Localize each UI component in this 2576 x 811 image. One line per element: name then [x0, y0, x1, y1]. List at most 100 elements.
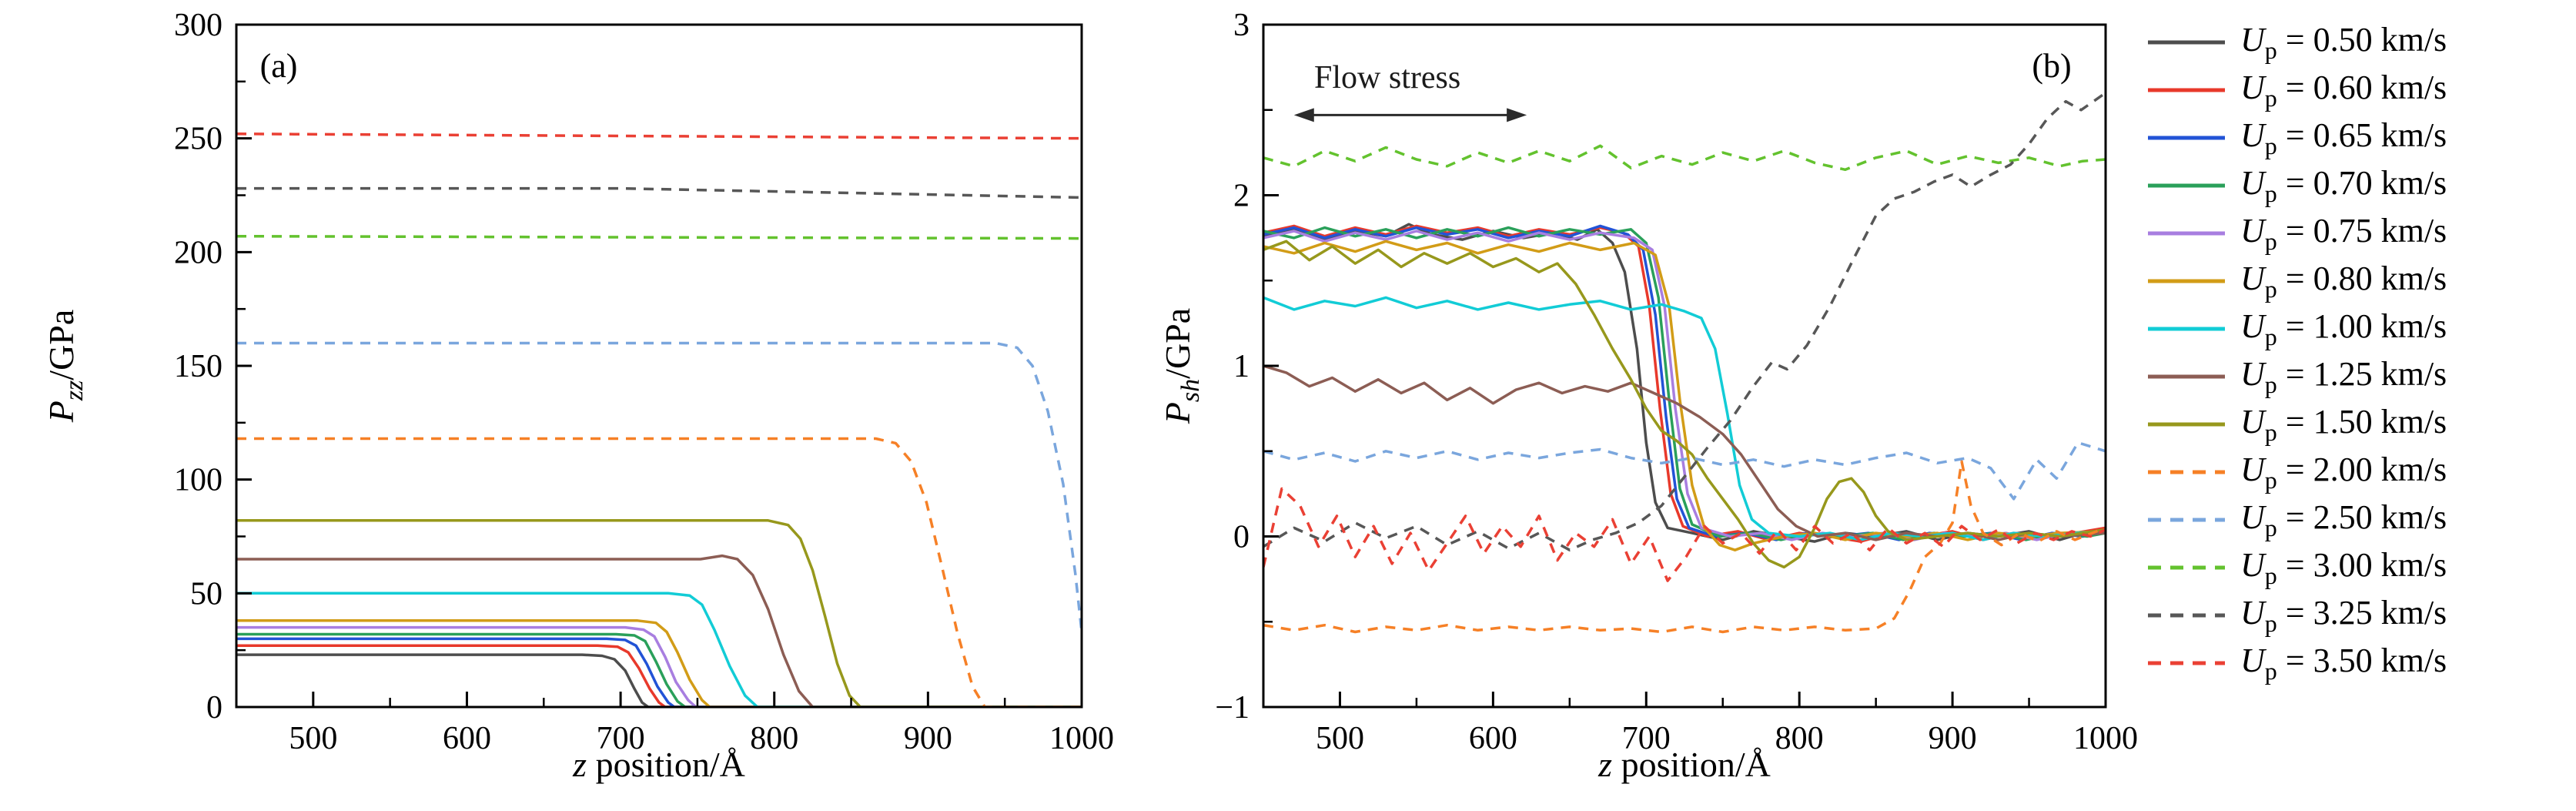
series-line-u-p-3.50-km-s	[1263, 487, 2106, 582]
legend-label: Up = 1.25 km/s	[2240, 355, 2447, 398]
series-line-u-p-1.00-km-s	[236, 591, 1082, 707]
series-line-u-p-3.25-km-s	[1263, 92, 2106, 551]
legend-label: Up = 3.00 km/s	[2240, 546, 2447, 589]
legend-label: Up = 0.70 km/s	[2240, 164, 2447, 207]
flow-stress-arrowhead-left	[1293, 108, 1314, 122]
legend-line-sample	[2148, 40, 2225, 45]
legend-item-2: Up = 0.65 km/s	[2146, 114, 2576, 162]
legend-label: Up = 0.75 km/s	[2240, 212, 2447, 255]
axes-frame	[1262, 23, 2107, 709]
y-tick-label: 250	[174, 122, 222, 157]
x-tick-label: 700	[597, 721, 645, 756]
series-group	[1263, 92, 2106, 634]
legend-label: Up = 0.65 km/s	[2240, 116, 2447, 159]
y-tick-label: 300	[174, 8, 222, 43]
legend-label: Up = 1.00 km/s	[2240, 307, 2447, 350]
legend-label: Up = 0.60 km/s	[2240, 69, 2447, 112]
panel-a-label: (a)	[260, 47, 298, 85]
series-line-u-p-1.50-km-s	[1263, 240, 2106, 569]
series-line-u-p-0.80-km-s	[236, 619, 1082, 707]
series-line-u-p-1.50-km-s	[236, 519, 1082, 707]
y-tick-label: 0	[206, 690, 222, 726]
legend-line-sample	[2148, 422, 2225, 427]
plot-a: Pzz/GPa z position/Å (a) 500 600 700 800 900…	[42, 8, 1114, 784]
x-tick-label: 600	[443, 721, 491, 756]
series-line-u-p-2.50-km-s	[236, 341, 1082, 632]
series-line-u-p-1.25-km-s	[1263, 364, 2106, 541]
x-tick-label: 800	[1775, 721, 1824, 756]
series-line-u-p-3.50-km-s	[236, 132, 1082, 140]
y-tick-label: −1	[1215, 690, 1250, 726]
legend-label: Up = 0.80 km/s	[2240, 260, 2447, 303]
plot-a-x-axis-title: z position/Å	[572, 745, 745, 784]
series-line-u-p-2.50-km-s	[1263, 441, 2106, 501]
legend-line-sample	[2148, 231, 2225, 236]
legend-item-3: Up = 0.70 km/s	[2146, 162, 2576, 209]
y-tick-label: 150	[174, 349, 222, 384]
y-tick-label: 3	[1233, 8, 1250, 43]
legend-item-9: Up = 2.00 km/s	[2146, 448, 2576, 496]
x-tick-label: 500	[1316, 721, 1364, 756]
series-line-u-p-1.00-km-s	[1263, 296, 2106, 541]
y-tick-label: 0	[1233, 520, 1250, 555]
axes-frame	[235, 23, 1083, 709]
plot-a-y-axis-title: Pzz/GPa	[42, 310, 89, 424]
x-tick-label: 800	[750, 721, 798, 756]
panel-b-label: (b)	[2032, 47, 2071, 85]
legend-item-6: Up = 1.00 km/s	[2146, 305, 2576, 353]
series-line-u-p-0.75-km-s	[236, 625, 1082, 707]
series-line-u-p-0.65-km-s	[236, 637, 1082, 707]
legend-item-10: Up = 2.50 km/s	[2146, 496, 2576, 544]
legend-label: Up = 2.00 km/s	[2240, 451, 2447, 494]
series-line-u-p-0.60-km-s	[236, 644, 1082, 707]
legend-item-8: Up = 1.50 km/s	[2146, 400, 2576, 448]
legend-line-sample	[2148, 183, 2225, 188]
legend-line-sample	[2148, 327, 2225, 331]
series-line-u-p-0.50-km-s	[236, 653, 1082, 707]
legend-item-1: Up = 0.60 km/s	[2146, 66, 2576, 114]
x-tick-label: 700	[1622, 721, 1671, 756]
series-line-u-p-0.65-km-s	[1263, 224, 2106, 541]
legend-item-13: Up = 3.50 km/s	[2146, 639, 2576, 687]
legend-item-7: Up = 1.25 km/s	[2146, 353, 2576, 400]
flow-stress-arrowhead-right	[1507, 108, 1527, 122]
y-tick-label: 50	[190, 576, 222, 612]
series-group	[236, 132, 1082, 707]
y-tick-label: 200	[174, 235, 222, 270]
legend-item-5: Up = 0.80 km/s	[2146, 257, 2576, 305]
legend-line-sample	[2148, 88, 2225, 92]
legend-line-sample	[2148, 136, 2225, 140]
x-tick-label: 1000	[1049, 721, 1114, 756]
x-tick-label: 1000	[2073, 721, 2138, 756]
series-line-u-p-0.80-km-s	[1263, 240, 2106, 551]
legend-line-sample	[2148, 518, 2225, 522]
series-line-u-p-3.00-km-s	[1263, 144, 2106, 172]
legend: Up = 0.50 km/s Up = 0.60 km/s Up = 0.65 km…	[2146, 18, 2576, 687]
plot-b-x-axis-title: z position/Å	[1597, 745, 1771, 784]
x-tick-label: 500	[289, 721, 337, 756]
plot-b: Psh/GPa z position/Å (b) 500 600 700 800 900…	[1158, 8, 2138, 784]
legend-line-sample	[2148, 470, 2225, 474]
series-line-u-p-1.25-km-s	[236, 554, 1082, 707]
x-tick-label: 900	[1929, 721, 1977, 756]
legend-label: Up = 0.50 km/s	[2240, 21, 2447, 64]
y-tick-label: 1	[1233, 349, 1250, 384]
x-tick-label: 600	[1469, 721, 1517, 756]
legend-item-12: Up = 3.25 km/s	[2146, 591, 2576, 639]
series-line-u-p-2.00-km-s	[1263, 460, 2106, 634]
legend-item-0: Up = 0.50 km/s	[2146, 18, 2576, 66]
series-line-u-p-0.60-km-s	[1263, 224, 2106, 543]
flow-stress-label: Flow stress	[1314, 60, 1460, 96]
legend-line-sample	[2148, 565, 2225, 570]
series-line-u-p-3.00-km-s	[236, 234, 1082, 240]
y-tick-label: 100	[174, 463, 222, 498]
legend-label: Up = 1.50 km/s	[2240, 403, 2447, 446]
x-tick-label: 900	[904, 721, 952, 756]
legend-line-sample	[2148, 661, 2225, 665]
series-line-u-p-0.70-km-s	[236, 632, 1082, 707]
plot-b-y-axis-title: Psh/GPa	[1158, 308, 1205, 424]
legend-line-sample	[2148, 374, 2225, 379]
series-line-u-p-0.50-km-s	[1263, 223, 2106, 543]
legend-label: Up = 2.50 km/s	[2240, 498, 2447, 541]
